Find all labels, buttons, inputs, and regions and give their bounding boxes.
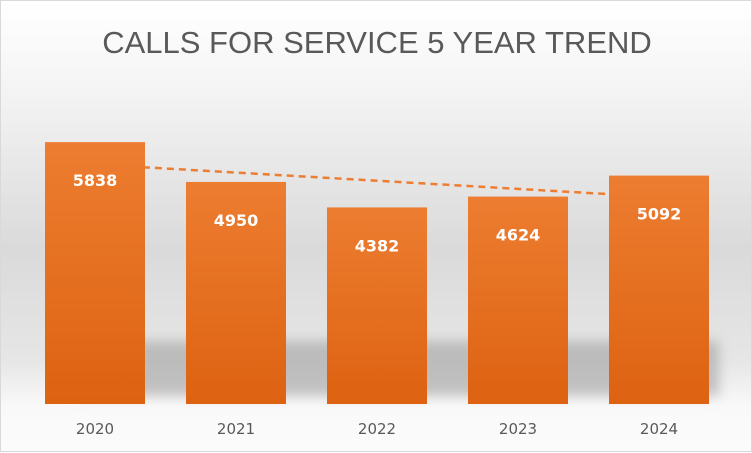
trendline <box>94 163 660 199</box>
bar-2024 <box>609 175 709 404</box>
data-label-2024: 5092 <box>637 205 682 224</box>
data-label-2023: 4624 <box>496 226 541 245</box>
x-tick-2021: 2021 <box>217 420 255 438</box>
bar-2020 <box>45 142 145 404</box>
x-tick-2024: 2024 <box>640 420 678 438</box>
data-label-2020: 5838 <box>73 171 118 190</box>
x-tick-2023: 2023 <box>499 420 537 438</box>
chart-title: CALLS FOR SERVICE 5 YEAR TREND <box>102 25 652 60</box>
x-tick-2022: 2022 <box>358 420 396 438</box>
data-label-2021: 4950 <box>214 211 259 230</box>
data-label-2022: 4382 <box>355 236 400 255</box>
bar-2022 <box>327 207 427 404</box>
bar-2021 <box>186 181 286 404</box>
x-tick-2020: 2020 <box>76 420 114 438</box>
bar-2023 <box>468 196 568 404</box>
